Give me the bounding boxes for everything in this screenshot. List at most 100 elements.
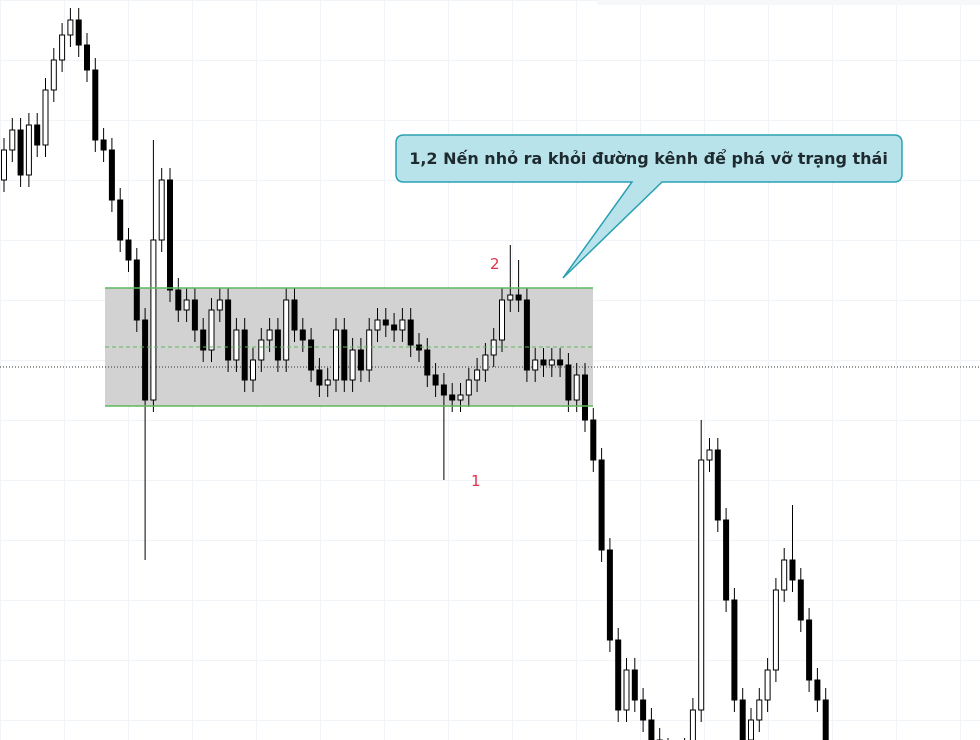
candle-body (723, 519, 730, 601)
candle-body (308, 339, 315, 371)
candle-body (258, 339, 265, 361)
candle-body (208, 309, 215, 351)
candle-body (291, 299, 298, 331)
candle-body (357, 349, 364, 371)
candle-body (756, 699, 763, 721)
candle-body (17, 129, 24, 176)
callout-text: 1,2 Nến nhỏ ra khỏi đường kênh để phá vỡ… (409, 149, 888, 168)
candle-body (474, 369, 481, 381)
candle-body (50, 59, 57, 91)
candle-body (183, 299, 190, 311)
candle-body (523, 299, 530, 371)
candle-body (482, 354, 489, 371)
candle-body (548, 359, 555, 366)
candle-body (374, 319, 381, 331)
candle-body (631, 669, 638, 701)
candle-body (806, 619, 813, 681)
candle-body (606, 549, 613, 641)
candle-body (324, 379, 331, 386)
candle-body (449, 394, 456, 401)
candle-body (590, 419, 597, 461)
candle-body (1, 149, 7, 181)
candle-body (714, 449, 721, 521)
candle-body (150, 239, 157, 401)
candle-body (333, 329, 339, 381)
candle-body (366, 329, 373, 371)
candle-body (84, 44, 90, 71)
candle-body (440, 384, 447, 396)
candle-body (789, 559, 796, 581)
candle-body (565, 364, 572, 401)
candle-body (75, 19, 82, 46)
candle-body (382, 319, 389, 326)
candle-body (274, 329, 281, 361)
candle-body (108, 149, 115, 201)
candle-body (158, 179, 165, 241)
candle-body (67, 19, 74, 36)
candle-body (341, 329, 348, 381)
candle-body (499, 299, 505, 341)
candle-body (573, 374, 580, 401)
candle-body (42, 89, 49, 146)
candle-body (167, 179, 173, 291)
candle-body (399, 319, 406, 331)
candle-body (241, 329, 248, 381)
candle-body (764, 669, 771, 701)
candle-body (507, 294, 514, 301)
candle-body (731, 599, 738, 701)
candle-body (34, 124, 41, 146)
candle-body (200, 329, 207, 351)
candle-body (457, 394, 464, 401)
candle-body (748, 719, 754, 740)
candle-body (191, 299, 198, 331)
candle-body (648, 719, 655, 740)
candle-body (814, 679, 821, 701)
candle-body (540, 359, 547, 366)
candle-body (615, 639, 622, 711)
candle-body (623, 669, 630, 711)
candle-body (532, 359, 539, 371)
candle-body (391, 324, 398, 331)
candle-body (233, 329, 240, 361)
candle-body (698, 459, 705, 711)
callout-bubble (395, 134, 903, 279)
candle-body (125, 239, 132, 261)
top-panel-edge (597, 0, 980, 5)
candle-body (299, 329, 306, 341)
candle-body (689, 709, 696, 740)
candle-body (739, 699, 746, 740)
candle-body (133, 259, 140, 321)
candle-body (772, 589, 779, 671)
candle-body (598, 459, 605, 551)
candle-body (407, 319, 414, 346)
candle-body (250, 359, 256, 381)
candle-body (797, 579, 804, 621)
candle-body (640, 699, 647, 721)
candle-body (117, 199, 124, 241)
candle-body (142, 319, 149, 401)
candle-body (266, 329, 273, 341)
candle-body (225, 299, 232, 361)
candle-body (781, 559, 788, 591)
candle-body (432, 374, 439, 386)
candle-body (349, 349, 356, 381)
candle-body (582, 374, 588, 421)
candle-body (465, 379, 472, 396)
candle-body (557, 359, 564, 366)
candle-body (175, 289, 182, 311)
candle-body (822, 699, 829, 740)
candle-body (283, 299, 290, 361)
candle-body (316, 369, 323, 386)
candle-body (216, 299, 223, 311)
annotation-label: 2 (490, 255, 500, 273)
candle-body (100, 139, 107, 151)
candle-body (59, 34, 66, 61)
candle-body (9, 129, 16, 151)
candle-body (706, 449, 713, 461)
candle-body (515, 294, 522, 301)
annotation-label: 1 (471, 472, 481, 490)
candle-body (424, 349, 431, 376)
candle-body (92, 69, 99, 141)
